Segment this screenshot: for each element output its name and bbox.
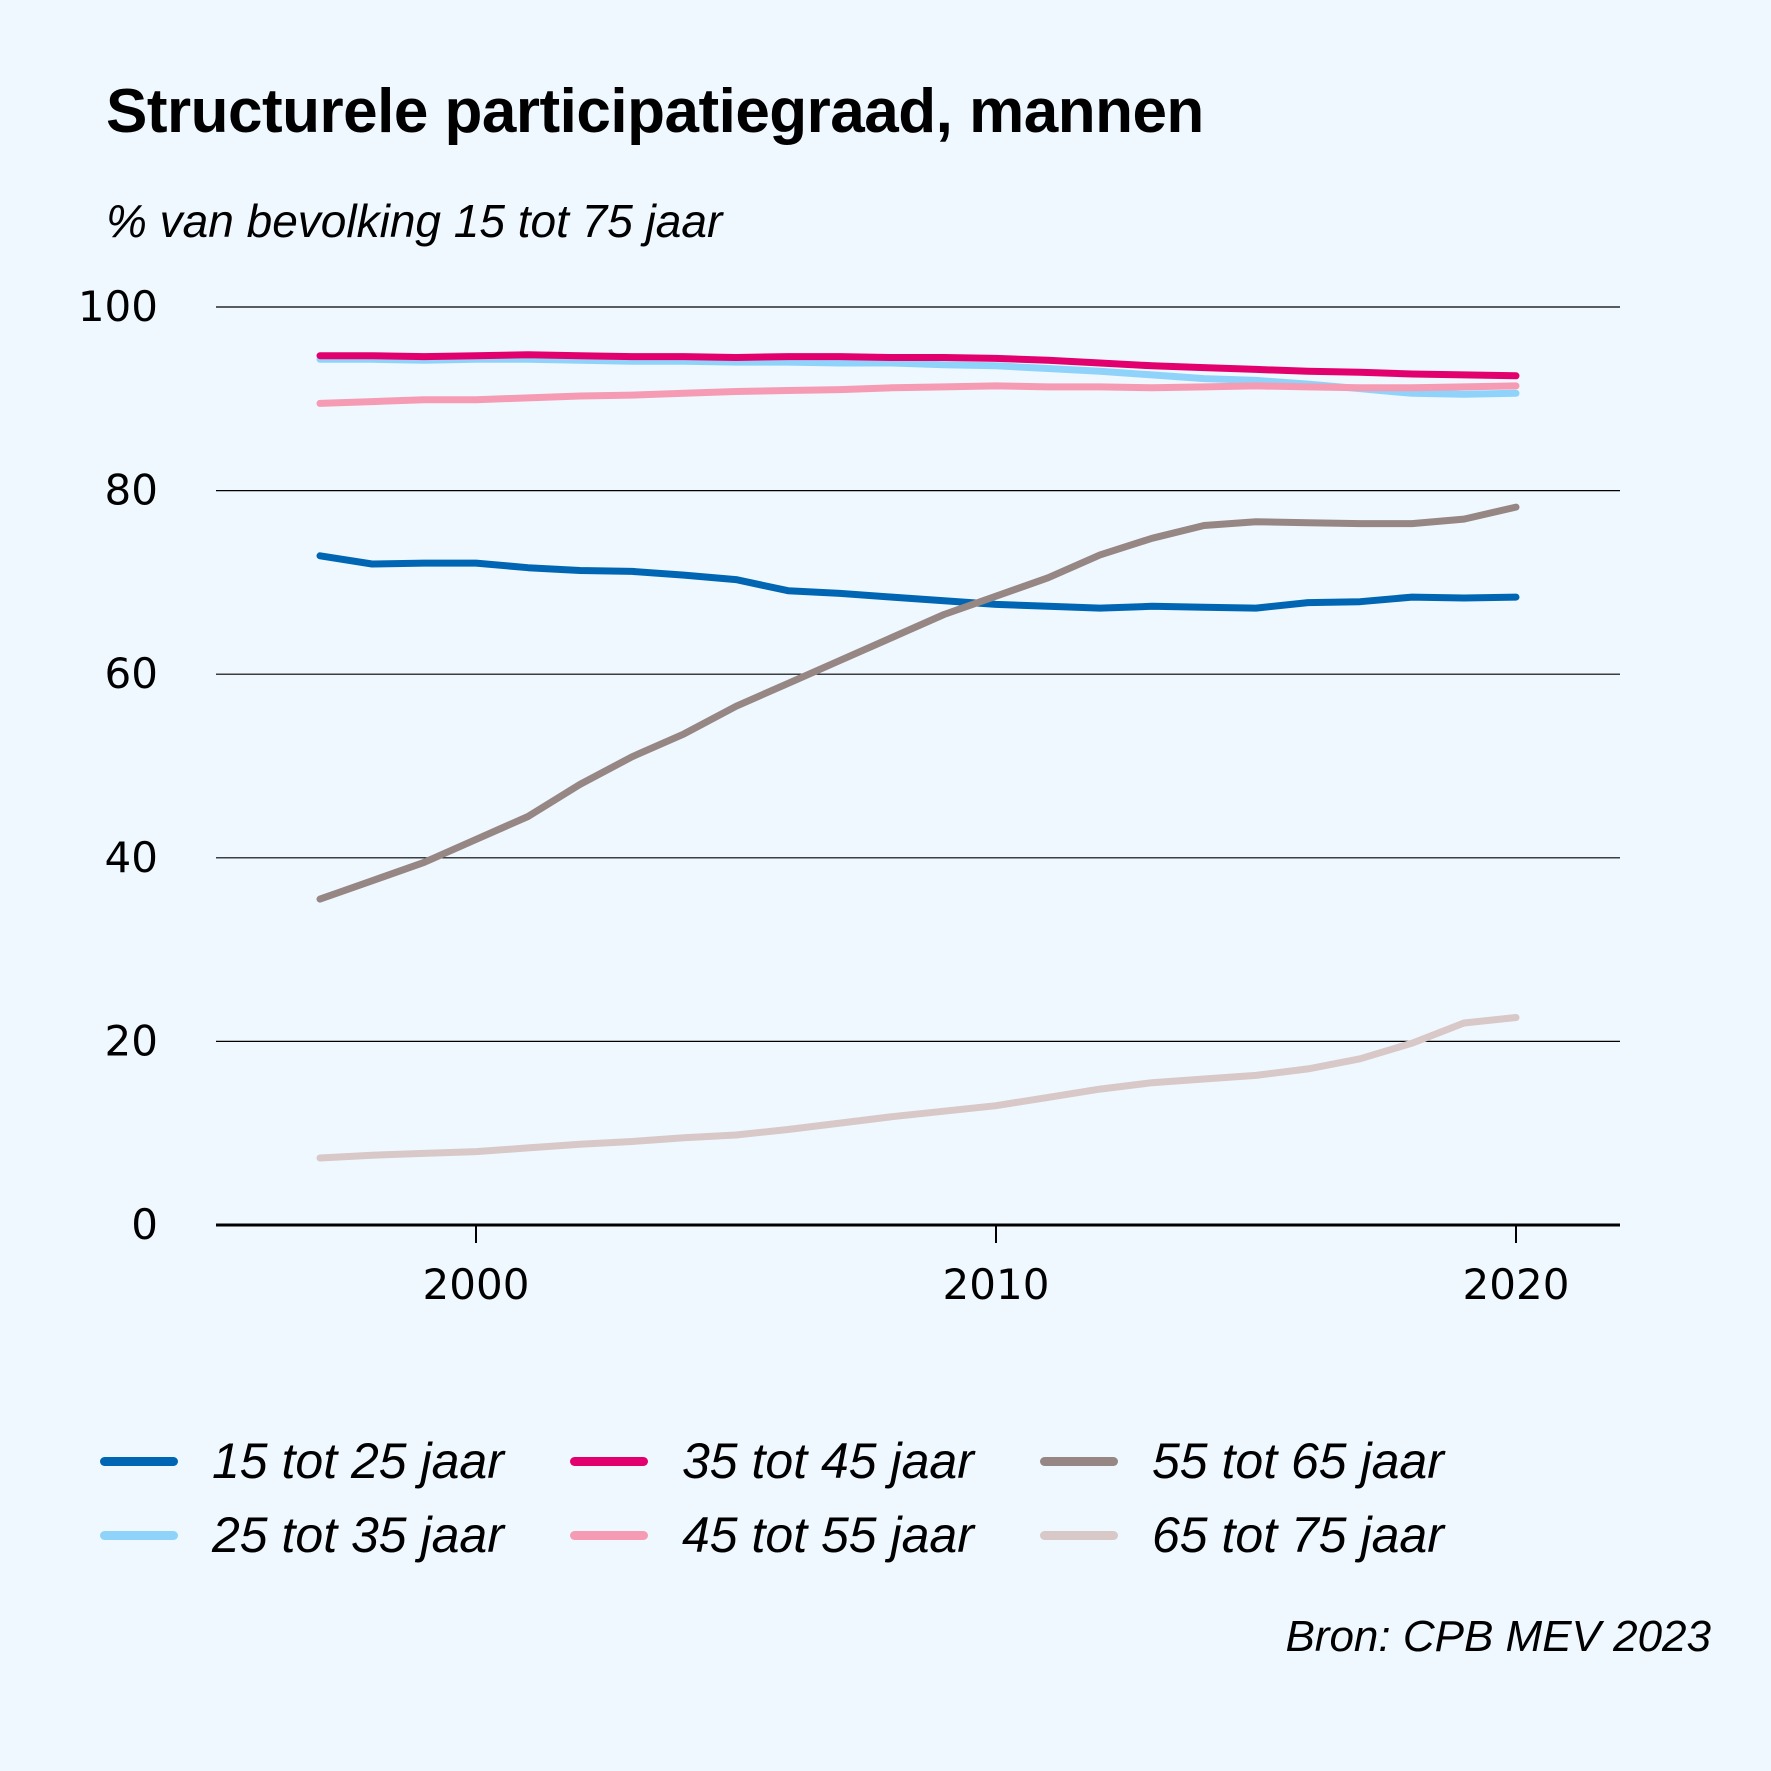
series-line-3: [316, 351, 1520, 380]
legend-item: 55 tot 65 jaar: [1040, 1432, 1444, 1490]
legend-swatch: [570, 1456, 648, 1466]
y-tick-label: 100: [78, 282, 158, 331]
legend-item: 65 tot 75 jaar: [1040, 1506, 1444, 1564]
legend-label: 25 tot 35 jaar: [212, 1507, 504, 1563]
legend-item: 45 tot 55 jaar: [570, 1506, 974, 1564]
legend-item: 15 tot 25 jaar: [100, 1432, 504, 1490]
x-tick-label: 2010: [943, 1260, 1050, 1309]
y-tick-label: 80: [105, 466, 158, 515]
legend-item: 35 tot 45 jaar: [570, 1432, 974, 1490]
legend-label: 45 tot 55 jaar: [682, 1507, 974, 1563]
legend-swatch: [1040, 1456, 1118, 1466]
legend-label: 35 tot 45 jaar: [682, 1433, 974, 1489]
legend-swatch: [1040, 1530, 1118, 1540]
y-tick-label: 20: [105, 1016, 158, 1065]
gridlines: [216, 306, 1620, 1227]
series-line-5: [316, 503, 1520, 903]
legend-item: 25 tot 35 jaar: [100, 1506, 504, 1564]
x-axis-ticks: 2000 2010 2020: [423, 1225, 1570, 1309]
x-tick-label: 2020: [1463, 1260, 1570, 1309]
legend-label: 55 tot 65 jaar: [1152, 1433, 1444, 1489]
y-tick-label: 60: [105, 649, 158, 698]
source-note: Bron: CPB MEV 2023: [1285, 1612, 1711, 1661]
x-tick-label: 2000: [423, 1260, 530, 1309]
series-lines: [316, 351, 1520, 1162]
chart-title: Structurele participatiegraad, mannen: [106, 77, 1204, 146]
chart-subtitle: % van bevolking 15 tot 75 jaar: [106, 195, 723, 247]
legend-label: 15 tot 25 jaar: [212, 1433, 504, 1489]
y-axis-ticks: 0 20 40 60 80 100: [78, 282, 158, 1249]
series-line-4: [316, 382, 1520, 407]
y-tick-label: 0: [131, 1200, 158, 1249]
y-tick-label: 40: [105, 833, 158, 882]
legend-swatch: [100, 1530, 178, 1540]
series-line-6: [316, 1014, 1520, 1162]
legend-swatch: [100, 1456, 178, 1466]
series-line-1: [316, 552, 1520, 612]
legend-swatch: [570, 1530, 648, 1540]
legend-label: 65 tot 75 jaar: [1152, 1507, 1444, 1563]
